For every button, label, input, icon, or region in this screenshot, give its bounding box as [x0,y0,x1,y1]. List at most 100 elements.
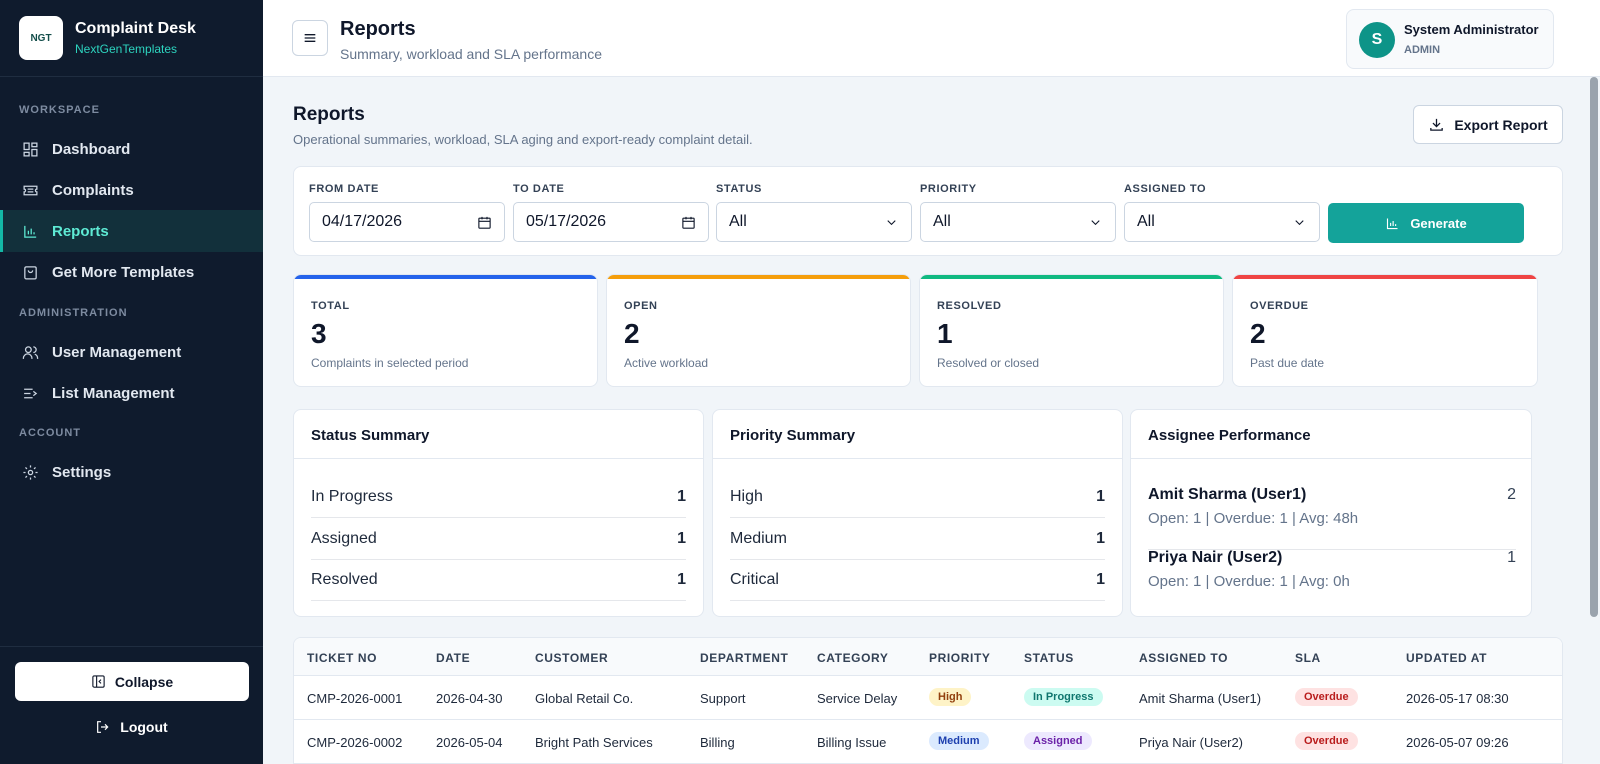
cell-assigned: Priya Nair (User2) [1139,735,1244,750]
summary-label: Critical [730,570,779,588]
assigned-to-select[interactable]: All [1124,202,1320,242]
logout-label: Logout [120,719,168,735]
stat-card-overdue: OVERDUE 2 Past due date [1232,274,1538,387]
sidebar-item-reports[interactable]: Reports [0,210,263,252]
sidebar: NGT Complaint Desk NextGenTemplates WORK… [0,0,263,764]
column-header[interactable]: CATEGORY [817,651,889,665]
brand-subtitle: NextGenTemplates [75,42,178,56]
sidebar-item-settings[interactable]: Settings [0,451,263,493]
cell-department: Support [700,691,746,706]
logout-button[interactable]: Logout [0,719,263,735]
generate-button[interactable]: Generate [1328,203,1524,243]
logout-icon [97,721,109,733]
table-row[interactable]: CMP-2026-0001 2026-04-30 Global Retail C… [294,676,1562,720]
page-scrollbar[interactable] [1588,77,1600,764]
summary-label: Medium [730,529,787,547]
user-role: ADMIN [1404,44,1441,56]
sla-badge: Overdue [1295,732,1358,750]
assignee-detail: Open: 1 | Overdue: 1 | Avg: 48h [1148,510,1359,527]
collapse-button[interactable]: Collapse [15,662,249,701]
collapse-icon [92,675,105,688]
from-date-input[interactable]: 04/17/2026 [309,202,505,242]
menu-toggle-button[interactable] [292,20,328,56]
stat-value: 1 [937,318,953,349]
status-select[interactable]: All [716,202,912,242]
scrollbar-thumb[interactable] [1590,77,1598,617]
cell-customer: Bright Path Services [535,735,653,750]
summary-count: 1 [677,529,686,547]
priority-summary-title: Priority Summary [713,410,1122,459]
assignee-row: Priya Nair (User2) Open: 1 | Overdue: 1 … [1148,549,1516,613]
brand[interactable]: NGT Complaint Desk NextGenTemplates [0,0,263,77]
stat-value: 3 [311,318,327,349]
users-icon [22,345,39,359]
summary-count: 1 [677,487,686,505]
cell-date: 2026-04-30 [436,691,503,706]
sidebar-item-label: Settings [52,463,112,481]
column-header[interactable]: DATE [436,651,471,665]
calendar-icon[interactable] [477,215,492,230]
column-header[interactable]: ASSIGNED TO [1139,651,1229,665]
generate-label: Generate [1410,215,1467,231]
column-header[interactable]: CUSTOMER [535,651,609,665]
summary-row: In Progress 1 [311,476,686,518]
sidebar-item-user-management[interactable]: User Management [0,331,263,373]
stat-description: Past due date [1250,356,1325,370]
assignee-name: Priya Nair (User2) [1148,549,1283,566]
summary-label: High [730,487,763,505]
sidebar-item-get-more-templates[interactable]: Get More Templates [0,251,263,293]
export-report-button[interactable]: Export Report [1413,105,1563,144]
stat-accent-bar [1233,275,1537,279]
table-header: TICKET NO DATE CUSTOMER DEPARTMENT CATEG… [294,638,1562,676]
assignee-count: 1 [1507,549,1516,566]
to-date-input[interactable]: 05/17/2026 [513,202,709,242]
status-value: All [729,213,747,230]
column-header[interactable]: UPDATED AT [1406,651,1488,665]
from-date-value: 04/17/2026 [322,213,403,230]
status-badge: Assigned [1024,732,1092,750]
priority-select[interactable]: All [920,202,1116,242]
user-name: System Administrator [1404,22,1539,37]
column-header[interactable]: SLA [1295,651,1321,665]
cell-assigned: Amit Sharma (User1) [1139,691,1262,706]
column-header[interactable]: STATUS [1024,651,1074,665]
to-date-value: 05/17/2026 [526,213,607,230]
priority-label: PRIORITY [920,183,977,195]
cell-date: 2026-05-04 [436,735,503,750]
collapse-label: Collapse [114,673,174,690]
sidebar-item-complaints[interactable]: Complaints [0,169,263,211]
assigned-to-filter: ASSIGNED TO All [1124,183,1320,242]
stat-card-total: TOTAL 3 Complaints in selected period [293,274,598,387]
assignee-count: 2 [1507,486,1516,503]
chevron-down-icon [1295,219,1304,225]
avatar: S [1359,22,1395,58]
table-row[interactable]: CMP-2026-0002 2026-05-04 Bright Path Ser… [294,720,1562,764]
stat-label: OPEN [624,300,658,312]
sidebar-item-list-management[interactable]: List Management [0,372,263,414]
topbar-title: Reports [340,18,416,40]
cell-category: Service Delay [817,691,898,706]
export-label: Export Report [1454,116,1548,133]
sidebar-item-dashboard[interactable]: Dashboard [0,128,263,170]
brand-logo: NGT [19,16,63,60]
column-header[interactable]: TICKET NO [307,651,378,665]
column-header[interactable]: PRIORITY [929,651,991,665]
cell-updated: 2026-05-07 09:26 [1406,735,1509,750]
summary-row: High 1 [730,476,1105,518]
bar-chart-icon [24,225,37,238]
stat-label: RESOLVED [937,300,1002,312]
priority-filter: PRIORITY All [920,183,1116,242]
user-menu[interactable]: S System Administrator ADMIN [1346,9,1554,69]
stat-accent-bar [920,275,1223,279]
summary-count: 1 [1096,570,1105,588]
sidebar-item-label: Get More Templates [52,263,195,281]
stat-label: TOTAL [311,300,350,312]
assignee-detail: Open: 1 | Overdue: 1 | Avg: 0h [1148,573,1350,590]
assignee-performance-card: Assignee Performance Amit Sharma (User1)… [1130,409,1532,617]
summary-count: 1 [677,570,686,588]
calendar-icon[interactable] [681,215,696,230]
summary-label: Resolved [311,570,378,588]
section-administration: ADMINISTRATION [19,307,128,319]
assigned-to-value: All [1137,213,1155,230]
column-header[interactable]: DEPARTMENT [700,651,789,665]
